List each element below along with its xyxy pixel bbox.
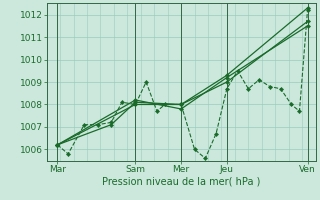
X-axis label: Pression niveau de la mer( hPa ): Pression niveau de la mer( hPa )	[102, 177, 260, 187]
